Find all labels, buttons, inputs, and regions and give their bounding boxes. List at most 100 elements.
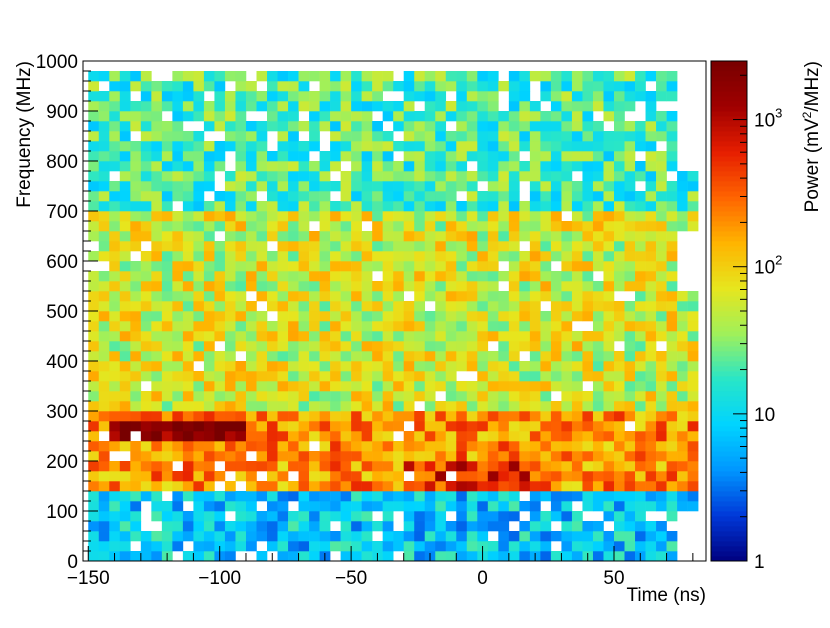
- heatmap-cell: [319, 91, 331, 102]
- heatmap-cell: [361, 491, 373, 502]
- heatmap-cell: [466, 81, 478, 92]
- heatmap-cell: [372, 541, 383, 552]
- heatmap-cell: [109, 201, 121, 212]
- heatmap-cell: [182, 111, 194, 122]
- heatmap-cell: [498, 231, 510, 242]
- heatmap-cell: [245, 201, 257, 212]
- heatmap-cell: [487, 221, 499, 232]
- heatmap-cell: [445, 101, 457, 112]
- heatmap-cell: [161, 141, 173, 152]
- heatmap-cell: [603, 91, 615, 102]
- heatmap-cell: [267, 221, 278, 232]
- heatmap-cell: [445, 351, 457, 362]
- heatmap-cell: [624, 321, 636, 332]
- heatmap-cell: [161, 241, 173, 252]
- heatmap-cell: [130, 361, 142, 372]
- heatmap-cell: [382, 281, 394, 292]
- heatmap-cell: [351, 241, 362, 252]
- heatmap-cell: [571, 131, 583, 142]
- colorbar-swatch: [711, 421, 747, 427]
- heatmap-cell: [571, 191, 583, 202]
- heatmap-cell: [267, 441, 278, 452]
- heatmap-cell: [603, 331, 615, 342]
- heatmap-cell: [508, 361, 520, 372]
- heatmap-cell: [677, 301, 688, 312]
- heatmap-cell: [677, 291, 688, 302]
- heatmap-cell: [119, 151, 131, 162]
- heatmap-cell: [235, 471, 247, 482]
- heatmap-cell: [109, 271, 121, 282]
- heatmap-cell: [456, 431, 468, 442]
- heatmap-cell: [140, 191, 152, 202]
- heatmap-cell: [477, 121, 489, 132]
- heatmap-cell: [140, 451, 152, 462]
- heatmap-cell: [235, 381, 247, 392]
- heatmap-cell: [561, 491, 573, 502]
- heatmap-cell: [582, 221, 594, 232]
- heatmap-cell: [351, 71, 362, 82]
- heatmap-cell: [203, 551, 215, 562]
- heatmap-cell: [256, 261, 268, 272]
- heatmap-cell: [466, 381, 478, 392]
- heatmap-cell: [582, 231, 594, 242]
- heatmap-cell: [203, 251, 215, 262]
- heatmap-cell: [340, 481, 352, 492]
- heatmap-cell: [571, 381, 583, 392]
- heatmap-cell: [298, 231, 310, 242]
- heatmap-cell: [119, 81, 131, 92]
- heatmap-cell: [267, 211, 278, 222]
- heatmap-cell: [109, 461, 121, 472]
- heatmap-cell: [456, 351, 468, 362]
- heatmap-cell: [277, 361, 289, 372]
- heatmap-cell: [445, 271, 457, 282]
- heatmap-cell: [466, 221, 478, 232]
- heatmap-cell: [466, 541, 478, 552]
- heatmap-cell: [403, 301, 415, 312]
- heatmap-cell: [624, 431, 636, 442]
- heatmap-cell: [361, 391, 373, 402]
- heatmap-cell: [351, 421, 362, 432]
- heatmap-cell: [224, 271, 236, 282]
- heatmap-cell: [98, 71, 110, 82]
- colorbar-swatch: [711, 376, 747, 382]
- heatmap-cell: [340, 441, 352, 452]
- heatmap-cell: [309, 461, 320, 472]
- heatmap-cell: [561, 441, 573, 452]
- heatmap-cell: [414, 151, 426, 162]
- heatmap-cell: [477, 341, 489, 352]
- heatmap-cell: [477, 471, 489, 482]
- heatmap-cell: [466, 311, 478, 322]
- heatmap-cell: [109, 481, 121, 492]
- heatmap-cell: [203, 211, 215, 222]
- heatmap-cell: [119, 121, 131, 132]
- colorbar-swatch: [711, 76, 747, 82]
- heatmap-cell: [445, 361, 457, 372]
- heatmap-cell: [666, 431, 678, 442]
- heatmap-cell: [309, 121, 320, 132]
- heatmap-cell: [403, 191, 415, 202]
- heatmap-cell: [309, 101, 320, 112]
- heatmap-cell: [161, 371, 173, 382]
- heatmap-cell: [382, 521, 394, 532]
- heatmap-cell: [687, 331, 699, 342]
- heatmap-cell: [382, 381, 394, 392]
- heatmap-cell: [687, 311, 699, 322]
- heatmap-cell: [561, 141, 573, 152]
- heatmap-cell: [98, 391, 110, 402]
- heatmap-cell: [393, 441, 404, 452]
- heatmap-cell: [119, 511, 131, 522]
- heatmap-cell: [224, 71, 236, 82]
- heatmap-cell: [487, 251, 499, 262]
- heatmap-cell: [582, 101, 594, 112]
- heatmap-cell: [277, 521, 289, 532]
- heatmap-cell: [466, 291, 478, 302]
- heatmap-cell: [109, 351, 121, 362]
- heatmap-cell: [235, 431, 247, 442]
- heatmap-cell: [382, 431, 394, 442]
- heatmap-cell: [456, 171, 468, 182]
- heatmap-cell: [119, 271, 131, 282]
- heatmap-cell: [403, 201, 415, 212]
- heatmap-cell: [466, 521, 478, 532]
- heatmap-cell: [414, 411, 426, 422]
